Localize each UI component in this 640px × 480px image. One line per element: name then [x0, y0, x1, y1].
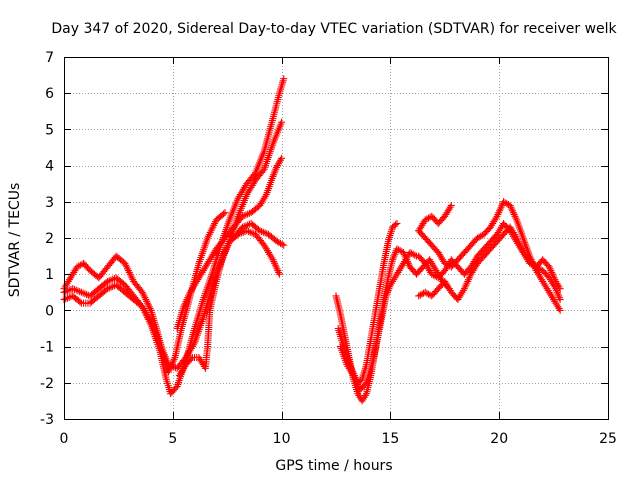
y-tick-label: -1 — [40, 340, 54, 356]
x-tick-label: 5 — [168, 431, 177, 447]
y-tick-label: 2 — [45, 231, 54, 247]
data-point — [171, 364, 179, 372]
data-point — [72, 286, 80, 294]
y-tick-label: 3 — [45, 195, 54, 211]
data-point — [76, 298, 84, 306]
data-point — [166, 361, 174, 369]
data-point — [556, 306, 564, 314]
data-point — [261, 229, 269, 237]
data-point — [391, 221, 399, 229]
data-point — [62, 288, 70, 296]
data-point — [556, 296, 564, 304]
data-point — [240, 212, 248, 220]
data-point — [62, 295, 70, 303]
data-point — [105, 277, 113, 285]
data-point — [258, 227, 266, 235]
series-arc-11 — [415, 201, 455, 235]
data-point — [63, 294, 71, 302]
data-point — [79, 289, 87, 297]
series-arc-6 — [230, 220, 288, 249]
data-point — [220, 210, 228, 218]
data-point — [65, 286, 73, 294]
data-point — [278, 240, 286, 248]
x-axis-label: GPS time / hours — [275, 458, 392, 474]
data-point — [556, 285, 564, 293]
data-point — [243, 227, 251, 235]
axis-ticks: 0 5 10 15 20 25 -3 -2 -1 0 1 2 3 4 5 6 7 — [40, 50, 617, 447]
data-point — [70, 285, 78, 293]
data-point — [63, 287, 71, 295]
y-tick-label: 7 — [45, 50, 54, 66]
data-point — [221, 209, 229, 217]
data-point — [168, 362, 176, 370]
y-tick-label: 5 — [45, 122, 54, 138]
x-tick-label: 15 — [381, 431, 399, 447]
y-tick-label: 6 — [45, 86, 54, 102]
series-arc-5 — [173, 154, 286, 332]
data-point — [246, 228, 254, 236]
series-arc-4 — [175, 227, 283, 380]
data-point — [104, 277, 112, 285]
data-point — [250, 170, 258, 178]
data-point — [275, 270, 283, 278]
data-point — [81, 290, 89, 298]
y-tick-label: -3 — [40, 412, 54, 428]
data-point — [259, 228, 267, 236]
data-point — [242, 222, 250, 230]
series-arc-9 — [336, 248, 421, 394]
data-point — [107, 276, 115, 284]
data-point — [278, 154, 286, 162]
data-point — [256, 227, 264, 235]
data-point — [76, 288, 84, 296]
data-point — [74, 287, 82, 295]
data-point — [393, 220, 401, 228]
data-point — [69, 285, 77, 293]
series-arc-13 — [415, 223, 564, 304]
data-point — [77, 288, 85, 296]
data-point — [104, 285, 112, 293]
series-arc-1 — [60, 209, 229, 376]
y-tick-label: 0 — [45, 303, 54, 319]
data-points — [60, 75, 564, 405]
data-point — [280, 241, 288, 249]
data-point — [242, 211, 250, 219]
data-point — [447, 201, 455, 209]
data-point — [238, 223, 246, 231]
x-tick-label: 10 — [273, 431, 291, 447]
chart-title: Day 347 of 2020, Sidereal Day-to-day VTE… — [51, 21, 617, 37]
y-tick-label: 4 — [45, 159, 54, 175]
y-axis-label: SDTVAR / TECUs — [7, 183, 23, 298]
y-tick-label: -2 — [40, 376, 54, 392]
data-point — [411, 251, 419, 259]
x-tick-label: 25 — [599, 431, 617, 447]
data-point — [278, 118, 286, 126]
grid-lines — [64, 57, 608, 419]
data-point — [280, 75, 288, 83]
data-point — [240, 222, 248, 230]
data-point — [238, 212, 246, 220]
data-point — [187, 355, 195, 363]
data-point — [105, 284, 113, 292]
data-point — [107, 283, 115, 291]
data-point — [248, 229, 256, 237]
data-point — [164, 361, 172, 369]
x-tick-label: 20 — [490, 431, 508, 447]
data-point — [245, 227, 253, 235]
x-tick-label: 0 — [60, 431, 69, 447]
data-point — [259, 167, 267, 175]
y-tick-label: 1 — [45, 267, 54, 283]
data-point — [244, 210, 252, 218]
